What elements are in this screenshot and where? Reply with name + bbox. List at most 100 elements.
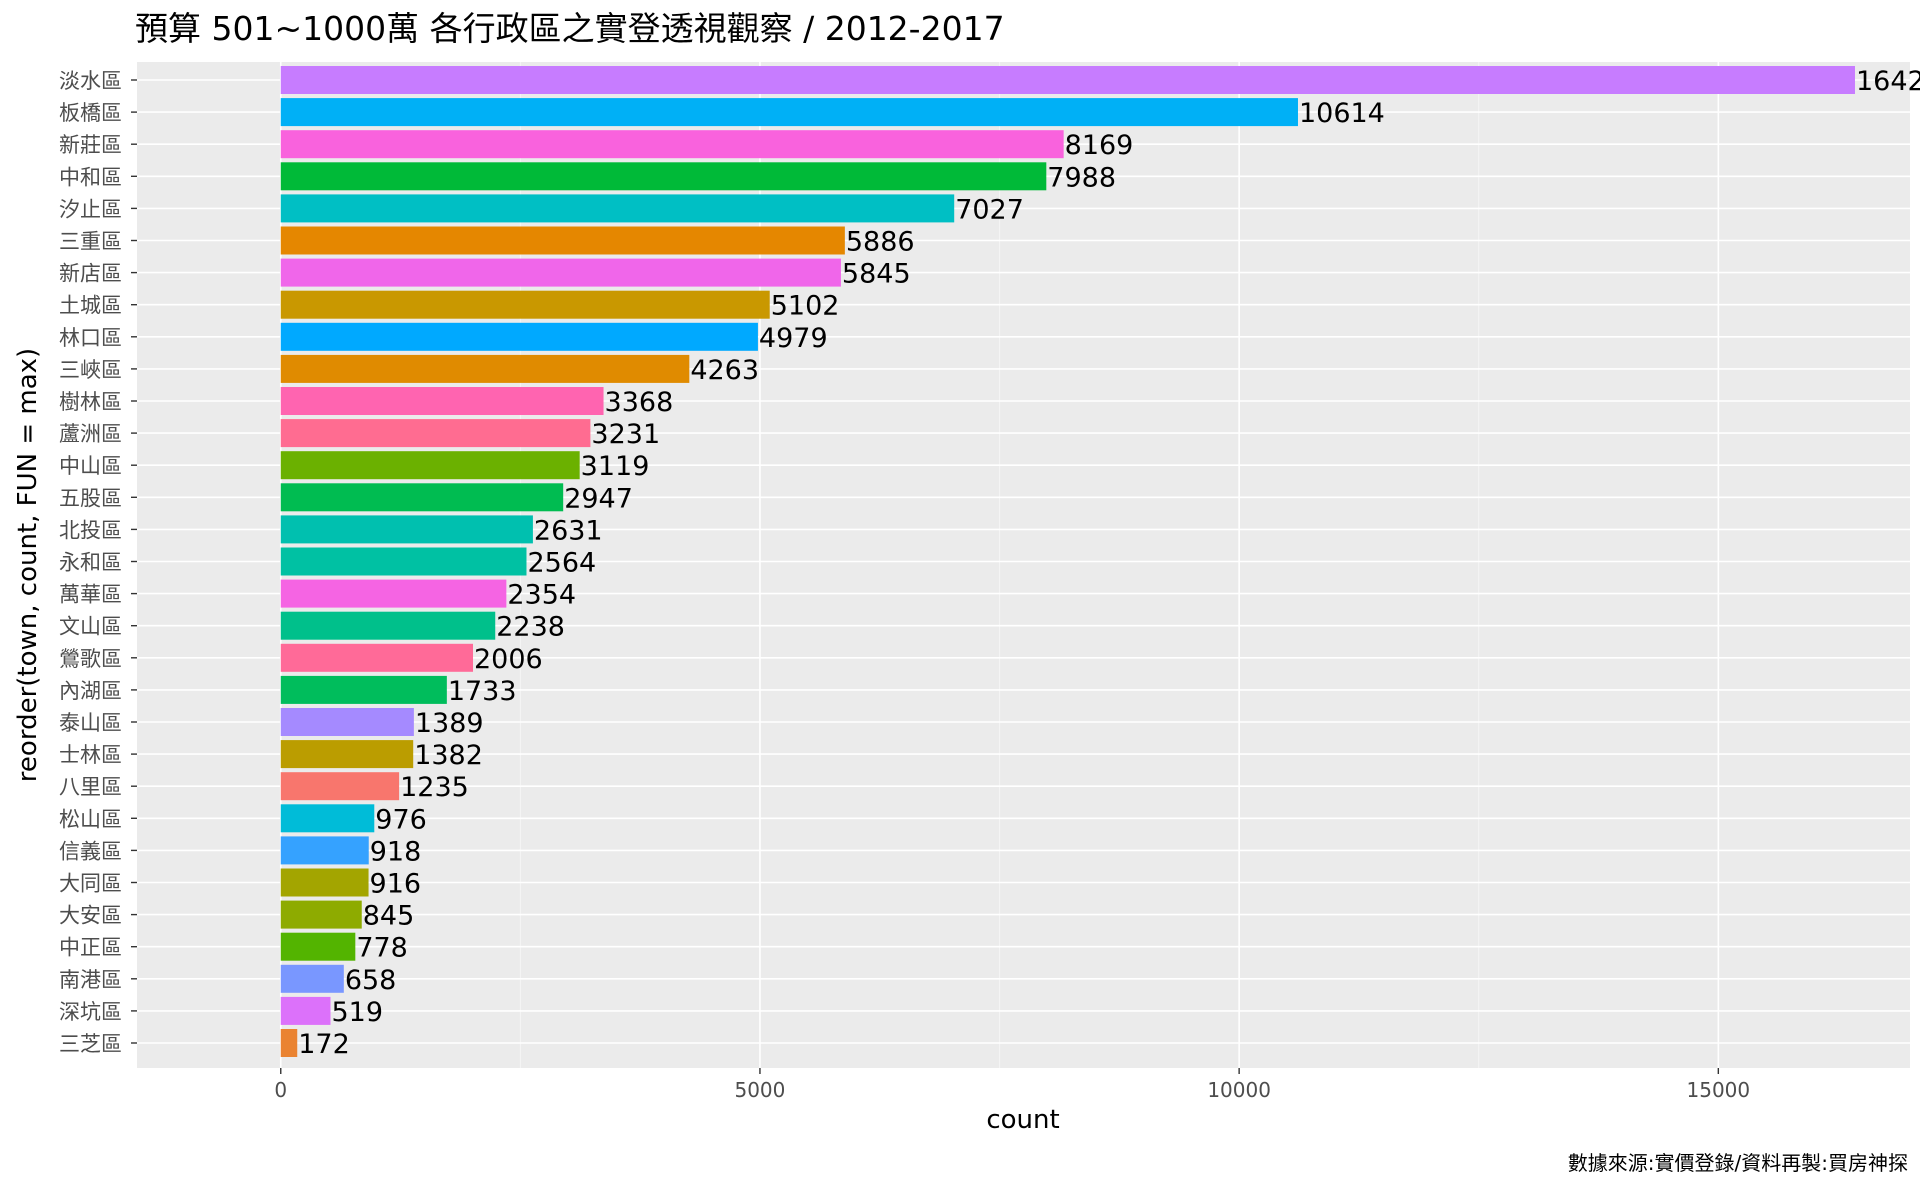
data-label: 4263 <box>690 355 759 386</box>
y-tick-label: 淡水區 <box>59 69 122 93</box>
bar <box>280 451 580 480</box>
y-tick-label: 南港區 <box>59 968 122 992</box>
bar <box>280 611 496 640</box>
bar <box>280 98 1298 127</box>
bar <box>280 932 356 961</box>
y-tick-label: 內湖區 <box>59 679 122 703</box>
data-label: 519 <box>331 997 383 1028</box>
bar <box>280 66 1855 94</box>
bar <box>280 708 414 736</box>
bar <box>280 194 955 223</box>
y-tick-label: 信義區 <box>59 839 122 863</box>
bar <box>280 772 400 801</box>
y-tick-label: 鶯歌區 <box>59 647 122 671</box>
y-tick-label: 八里區 <box>59 775 122 799</box>
data-label: 5102 <box>771 291 840 322</box>
data-label: 658 <box>345 965 397 996</box>
x-tick-label: 10000 <box>1207 1078 1271 1102</box>
bar <box>280 900 362 929</box>
data-label: 2238 <box>496 612 565 643</box>
data-label: 5845 <box>842 259 911 290</box>
y-tick-label: 汐止區 <box>59 197 122 221</box>
y-tick-label: 板橋區 <box>59 101 122 125</box>
data-label: 1389 <box>415 708 484 739</box>
data-label: 845 <box>363 901 415 932</box>
data-label: 976 <box>375 804 427 835</box>
data-label: 778 <box>356 933 408 964</box>
data-label: 5886 <box>846 227 915 258</box>
y-tick-label: 深坑區 <box>59 1000 122 1024</box>
y-tick-label: 泰山區 <box>59 711 122 735</box>
x-tick-label: 15000 <box>1687 1078 1751 1102</box>
bar <box>280 643 474 672</box>
chart-title: 預算 501~1000萬 各行政區之實登透視觀察 / 2012-2017 <box>135 9 1005 48</box>
bar <box>280 419 591 448</box>
y-tick-label: 永和區 <box>59 551 122 575</box>
bar <box>280 996 331 1025</box>
y-tick-label: 三重區 <box>59 230 122 254</box>
data-label: 7988 <box>1047 162 1116 193</box>
y-tick-label: 新莊區 <box>59 133 122 157</box>
bar <box>280 515 533 544</box>
y-tick-label: 大同區 <box>59 872 122 896</box>
data-label: 2006 <box>474 644 543 675</box>
y-tick-label: 大安區 <box>59 904 122 928</box>
bar <box>280 547 527 576</box>
bar <box>280 964 344 993</box>
x-tick-label: 0 <box>274 1078 287 1102</box>
data-label: 3231 <box>591 419 660 450</box>
data-label: 3368 <box>605 387 674 418</box>
bar <box>280 740 414 769</box>
data-label: 2564 <box>527 548 596 579</box>
data-label: 7027 <box>955 194 1024 225</box>
bars <box>280 66 1855 1057</box>
x-tick-label: 5000 <box>734 1078 785 1102</box>
y-axis-title: reorder(town, count, FUN = max) <box>13 348 43 782</box>
bar <box>280 675 447 704</box>
y-tick-label: 新店區 <box>59 262 122 286</box>
y-tick-label: 松山區 <box>59 807 122 831</box>
bar <box>280 226 845 255</box>
bar <box>280 258 841 287</box>
y-tick-label: 中山區 <box>59 454 122 478</box>
bar <box>280 483 564 512</box>
y-tick-label: 五股區 <box>59 486 122 510</box>
data-label: 1382 <box>414 740 483 771</box>
y-tick-label: 中正區 <box>59 936 122 960</box>
bar <box>280 868 369 897</box>
data-label: 918 <box>370 836 422 867</box>
data-label: 2631 <box>534 515 603 546</box>
bar <box>280 836 369 865</box>
y-tick-label: 中和區 <box>59 165 122 189</box>
bar <box>280 804 375 833</box>
y-tick-label: 土城區 <box>59 294 122 318</box>
bar <box>280 354 690 383</box>
data-label: 16426 <box>1856 66 1920 97</box>
x-axis-title: count <box>986 1105 1059 1135</box>
bar <box>280 579 507 608</box>
data-label: 916 <box>370 869 422 900</box>
bar <box>280 322 758 351</box>
data-label: 4979 <box>759 323 828 354</box>
y-tick-label: 文山區 <box>59 615 122 639</box>
caption: 數據來源:實價登錄/資料再製:買房神探 <box>1568 1151 1908 1175</box>
y-tick-label: 蘆洲區 <box>59 422 122 446</box>
data-label: 3119 <box>581 451 650 482</box>
bar <box>280 290 770 319</box>
data-label: 2947 <box>564 483 633 514</box>
x-axis-ticks: 0 5000 10000 15000 <box>274 1068 1750 1102</box>
data-label: 172 <box>298 1029 350 1060</box>
bar <box>280 162 1047 191</box>
y-tick-label: 士林區 <box>59 743 122 767</box>
bar <box>280 1029 298 1057</box>
y-tick-label: 三峽區 <box>59 358 122 382</box>
data-label: 8169 <box>1065 130 1134 161</box>
bar <box>280 387 604 415</box>
y-tick-label: 萬華區 <box>59 583 122 607</box>
y-tick-label: 樹林區 <box>59 390 122 414</box>
data-label: 1235 <box>400 772 469 803</box>
y-axis-ticks: 淡水區板橋區新莊區中和區汐止區三重區新店區土城區林口區三峽區樹林區蘆洲區中山區五… <box>59 69 137 1056</box>
y-tick-label: 林口區 <box>59 326 122 350</box>
